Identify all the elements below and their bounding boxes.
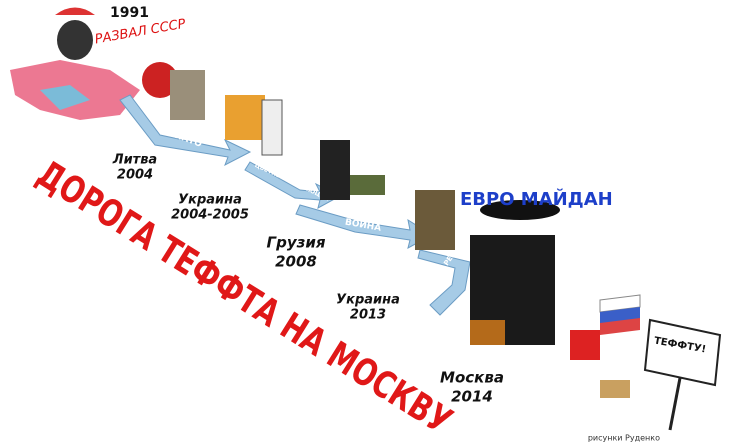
stop-place: Москва [440,369,504,387]
stop-year: 2013 [350,308,386,323]
sign [645,320,720,385]
stop-place: Украина [178,193,242,208]
cartoon: НАТО ЦВЕТНЫЕ РЕВОЛЮЦИИ ВОЙНА СМЕНА РЕЖИМ… [0,0,730,446]
stop-year: 2014 [451,388,493,406]
stop-place: Украина [336,293,400,308]
stop-place: Литва [112,153,157,168]
stop-place: Грузия [267,234,326,252]
banner: ЕВРО МАЙДАН [460,188,613,210]
sign-post [670,378,680,430]
stop-year: 2004-2005 [171,208,249,223]
caption: РАЗВАЛ СССР [94,17,187,48]
year: 1991 [110,5,149,21]
stop-year: 2004 [117,168,153,183]
credit: рисунки Руденко [588,434,660,443]
stop-year: 2008 [275,253,317,271]
